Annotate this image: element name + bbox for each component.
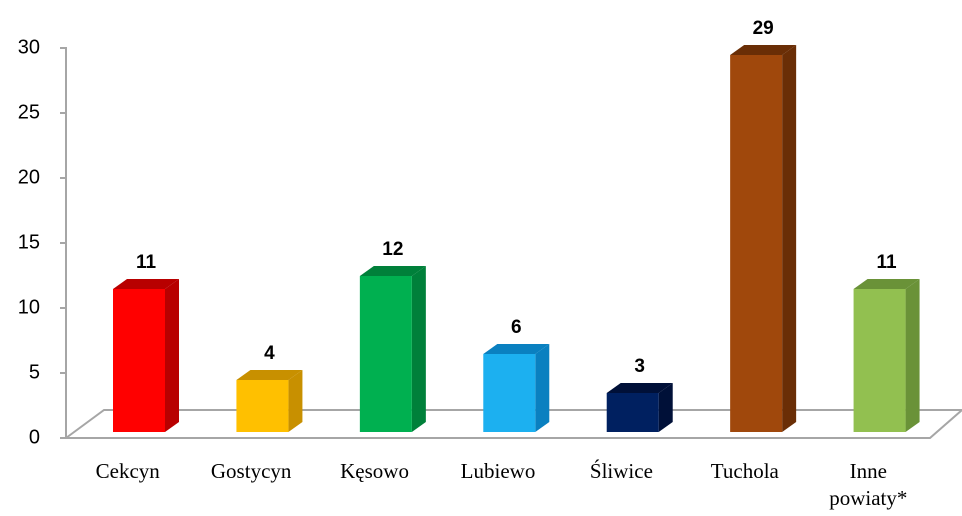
- value-label: 11: [136, 252, 157, 273]
- y-tick-label: 15: [18, 231, 40, 253]
- x-tick-label: Śliwice: [589, 459, 653, 483]
- bar-side: [658, 383, 673, 432]
- value-label: 12: [382, 239, 403, 260]
- bar-side: [905, 279, 920, 432]
- bar: [113, 279, 179, 432]
- bar-front: [483, 354, 536, 432]
- bar: [730, 45, 797, 432]
- y-tick-label: 0: [29, 426, 40, 448]
- bar-front: [113, 289, 165, 432]
- bar-side: [411, 266, 426, 432]
- bar-side: [782, 45, 797, 432]
- x-tick-label: Inne powiaty*: [829, 459, 908, 510]
- bar-side: [165, 279, 179, 432]
- bar-top: [730, 45, 797, 55]
- bar-top: [359, 266, 426, 276]
- bar-front: [359, 276, 412, 432]
- value-label: 11: [877, 252, 898, 273]
- bar: [236, 370, 303, 432]
- floor: [62, 409, 962, 439]
- x-tick-label: Tuchola: [710, 459, 779, 483]
- value-label: 4: [264, 343, 275, 364]
- x-tick-label: Lubiewo: [460, 459, 536, 483]
- value-label: 3: [634, 356, 645, 377]
- x-tick-label: Kęsowo: [340, 459, 409, 483]
- value-label: 29: [753, 18, 774, 39]
- bar: [483, 344, 550, 432]
- bar-front: [730, 55, 783, 432]
- y-tick-label: 10: [18, 296, 40, 318]
- bar-side: [535, 344, 550, 432]
- x-tick-label: Gostycyn: [210, 459, 292, 483]
- bar-side: [288, 370, 303, 432]
- y-tick-label: 25: [18, 101, 40, 123]
- bar-top: [236, 370, 303, 380]
- y-tick-label: 5: [29, 361, 40, 383]
- bar-top: [483, 344, 550, 354]
- bar: [359, 266, 426, 432]
- value-label: 6: [511, 317, 522, 338]
- bar-top: [853, 279, 920, 289]
- y-tick-label: 30: [18, 36, 40, 58]
- bar-top: [113, 279, 179, 289]
- bar-front: [853, 289, 906, 432]
- y-tick-label: 20: [18, 166, 40, 188]
- x-tick-label: Cekcyn: [95, 459, 160, 483]
- bar: [853, 279, 920, 432]
- bar-front: [606, 393, 659, 432]
- bar: [606, 383, 673, 432]
- bar-front: [236, 380, 289, 432]
- bar-top: [606, 383, 673, 393]
